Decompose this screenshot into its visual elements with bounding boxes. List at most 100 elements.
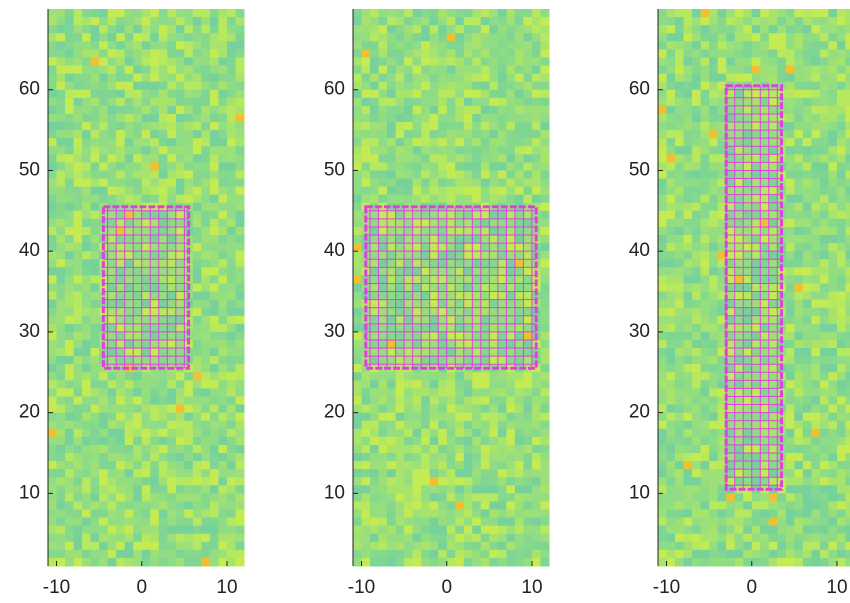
heat-cell (769, 542, 778, 551)
heat-cell (396, 122, 405, 131)
heat-cell (370, 421, 379, 430)
heat-cell (201, 106, 210, 115)
heat-cell (65, 203, 74, 212)
heat-cell (99, 380, 108, 389)
heat-cell (108, 518, 117, 527)
heat-cell (125, 49, 134, 58)
heat-cell (489, 49, 498, 58)
heat-cell (667, 558, 676, 567)
heat-cell (404, 445, 413, 454)
heat-cell (227, 283, 236, 292)
heat-cell (540, 485, 549, 494)
heat-cell (48, 526, 57, 535)
heat-cell (820, 114, 829, 123)
heat-cell (235, 445, 244, 454)
heat-cell (91, 388, 100, 397)
heat-cell (210, 179, 219, 188)
heat-cell (709, 227, 718, 236)
heat-cell (116, 292, 125, 301)
heat-cell (167, 558, 176, 567)
heat-cell (91, 364, 100, 373)
heat-cell (794, 227, 803, 236)
heat-cell (803, 162, 812, 171)
heat-cell (532, 25, 541, 34)
heat-cell (481, 122, 490, 131)
heat-cell (481, 179, 490, 188)
heat-cell (489, 493, 498, 502)
heat-cell (430, 90, 439, 99)
heat-cell (845, 396, 850, 405)
heat-cell (692, 243, 701, 252)
heat-cell (540, 41, 549, 50)
heat-cell (455, 283, 464, 292)
heat-cell (515, 49, 524, 58)
heat-cell (210, 300, 219, 309)
heat-cell (786, 283, 795, 292)
heat-cell (150, 518, 159, 527)
heat-cell (404, 421, 413, 430)
heat-cell (218, 251, 227, 260)
heat-cell (108, 57, 117, 66)
heat-cell (235, 356, 244, 365)
heat-cell (210, 429, 219, 438)
heat-cell (167, 356, 176, 365)
heat-cell (184, 179, 193, 188)
heat-cell (430, 283, 439, 292)
heat-cell (506, 74, 515, 83)
heat-cell (167, 437, 176, 446)
heat-cell (396, 396, 405, 405)
heat-cell (125, 308, 134, 317)
heat-cell (828, 372, 837, 381)
heat-cell (701, 413, 710, 422)
heat-cell (769, 154, 778, 163)
heat-cell (692, 413, 701, 422)
heat-cell (167, 396, 176, 405)
heat-cell (150, 187, 159, 196)
heat-cell (438, 477, 447, 486)
heat-cell (379, 138, 388, 147)
heat-cell (489, 372, 498, 381)
heat-cell (523, 251, 532, 260)
heat-cell (116, 324, 125, 333)
heat-cell (438, 380, 447, 389)
heat-cell (709, 9, 718, 18)
heat-cell (828, 501, 837, 510)
heat-cell (684, 138, 693, 147)
heat-cell (489, 187, 498, 196)
heat-cell (193, 187, 202, 196)
heat-cell (227, 66, 236, 75)
heat-cell (150, 550, 159, 559)
heat-cell (108, 493, 117, 502)
heat-cell (532, 106, 541, 115)
heat-cell (837, 300, 846, 309)
heat-cell (218, 437, 227, 446)
heat-cell (91, 485, 100, 494)
heat-cell (786, 308, 795, 317)
heat-cell (184, 445, 193, 454)
heat-cell (438, 348, 447, 357)
heat-cell (489, 114, 498, 123)
heat-cell (370, 275, 379, 284)
heat-cell (65, 235, 74, 244)
heat-cell (675, 74, 684, 83)
heat-cell (116, 154, 125, 163)
heat-cell (413, 162, 422, 171)
heat-cell (769, 41, 778, 50)
heat-cell (421, 493, 430, 502)
heat-cell (786, 25, 795, 34)
heat-cell (769, 33, 778, 42)
heat-cell (413, 509, 422, 518)
heat-cell (227, 170, 236, 179)
heat-cell (167, 372, 176, 381)
heat-cell (370, 130, 379, 139)
heat-cell (658, 66, 667, 75)
heat-cell (421, 501, 430, 510)
heat-cell (413, 308, 422, 317)
heat-cell (125, 332, 134, 341)
heat-cell (523, 259, 532, 268)
heat-cell (218, 348, 227, 357)
heat-cell (116, 421, 125, 430)
heat-cell (404, 413, 413, 422)
heat-cell (743, 453, 752, 462)
heat-cell (845, 90, 850, 99)
